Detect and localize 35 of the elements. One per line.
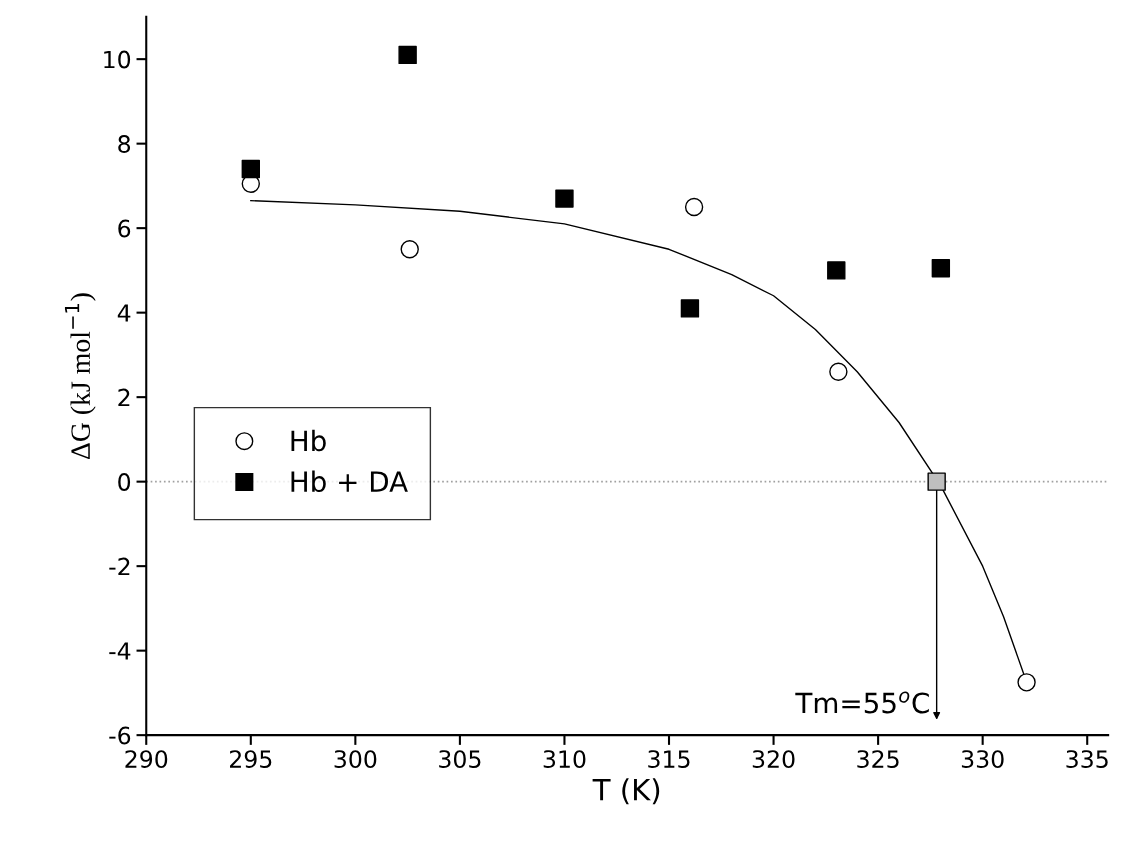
x-tick-label: 315 xyxy=(648,750,690,769)
y-tick-label: 8 xyxy=(118,135,131,153)
point xyxy=(398,45,417,65)
point xyxy=(827,261,846,280)
y-tick-label: 6 xyxy=(118,219,131,238)
x-tick-label: 310 xyxy=(543,750,586,769)
y-tick-label: 4 xyxy=(117,304,131,322)
x-tick-label: 335 xyxy=(1066,750,1108,769)
point xyxy=(680,299,700,318)
legend-label: Hb xyxy=(291,429,326,452)
point xyxy=(927,472,946,491)
x-tick-label: 300 xyxy=(334,750,377,769)
point xyxy=(931,259,951,278)
point xyxy=(555,189,574,208)
x-tick-label: 320 xyxy=(752,750,795,769)
annotation: Tm=55$^{o}$C xyxy=(795,691,929,714)
x-tick-label: 330 xyxy=(961,750,1004,769)
y-tick-label: 10 xyxy=(104,50,131,69)
point xyxy=(241,159,261,179)
point xyxy=(829,362,848,382)
y-axis-title: ΔG (kJ mol$^{−1}$) xyxy=(64,293,96,459)
x-axis-title: T (K) xyxy=(592,778,660,805)
y-tick-label: 2 xyxy=(118,388,130,407)
point xyxy=(684,197,704,217)
x-tick-label: 325 xyxy=(857,750,899,769)
point xyxy=(1017,673,1036,692)
legend-label: Hb + DA xyxy=(291,470,408,493)
x-tick-label: 290 xyxy=(125,750,168,769)
y-tick-label: -4 xyxy=(109,642,131,660)
x-tick-label: 295 xyxy=(230,750,272,769)
x-tick-label: 305 xyxy=(439,750,481,769)
y-tick-label: -6 xyxy=(109,726,131,745)
point xyxy=(400,240,419,259)
y-tick-label: -2 xyxy=(109,557,130,576)
y-tick-label: 0 xyxy=(118,473,131,491)
